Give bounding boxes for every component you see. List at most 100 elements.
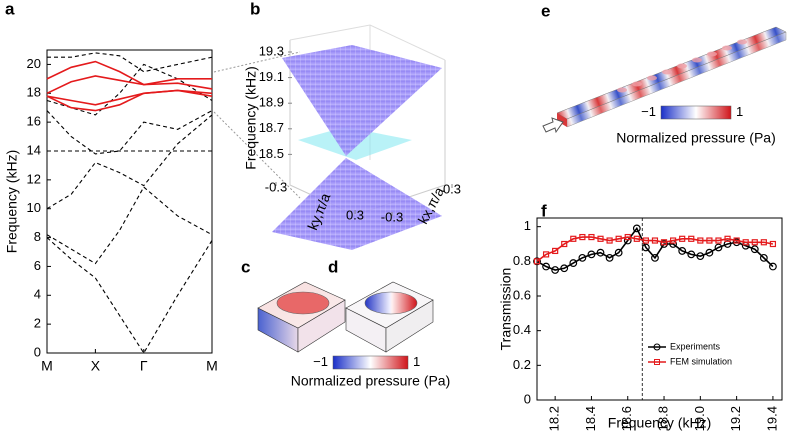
data-point [579, 233, 586, 241]
data-point [605, 253, 614, 262]
y-tick-label: 12 [27, 171, 41, 186]
y-axis-label: Transmission [498, 268, 514, 351]
unit-cell-c [257, 281, 346, 353]
y-tick-label: 6 [34, 258, 41, 273]
series-line [46, 114, 213, 210]
x-tick-label: 19.2 [728, 406, 743, 431]
z-tick-label: 18.7 [259, 120, 284, 135]
colorbar-label: Normalized pressure (Pa) [291, 373, 451, 389]
data-point [614, 248, 623, 257]
data-point [606, 237, 613, 244]
y-axis-label: Frequency (kHz) [4, 150, 20, 253]
x-tick-label: 0.3 [443, 181, 461, 196]
series-line [47, 52, 213, 73]
data-point [724, 235, 731, 242]
series-line [46, 60, 212, 86]
data-point [705, 248, 714, 257]
x-tick-label: 18.6 [619, 406, 634, 431]
z-axis-label: Frequency (kHz) [243, 66, 259, 169]
x-tick-label: Γ [140, 358, 148, 374]
x-tick-label: M [41, 358, 53, 374]
data-point [697, 237, 704, 244]
data-point [660, 240, 668, 248]
y-tick-label: -0.3 [265, 179, 287, 194]
series-line [46, 237, 213, 355]
panel-label: e [541, 1, 550, 20]
data-point [742, 239, 749, 246]
x-tick-label: M [206, 358, 218, 374]
colorbar [660, 105, 732, 120]
data-point [714, 243, 723, 252]
data-point [560, 264, 569, 273]
data-point [587, 250, 596, 259]
y-tick-label: 20 [27, 56, 41, 71]
data-point [542, 251, 550, 258]
y-tick-label: 0.6 [513, 287, 531, 302]
colorbar-label: Normalized pressure (Pa) [616, 130, 776, 146]
data-point [624, 233, 631, 241]
legend-label: Experiments [670, 341, 721, 351]
data-point [687, 250, 696, 259]
y-tick-label: 0.4 [513, 322, 531, 337]
z-tick-label: 18.9 [259, 95, 284, 110]
colorbar-tick-label: −1 [641, 104, 656, 119]
data-point [715, 237, 722, 244]
data-point [760, 239, 767, 246]
colorbar-tick-label: −1 [313, 354, 328, 369]
data-point [651, 253, 659, 262]
data-point [632, 224, 641, 233]
y-tick-label: 1 [524, 218, 531, 233]
data-point [733, 237, 740, 244]
panel-label: a [5, 0, 15, 18]
legend-marker [653, 343, 661, 351]
series-line [46, 110, 213, 155]
data-point [561, 240, 568, 248]
z-tick-label: 19.1 [259, 69, 284, 84]
series-line [46, 89, 213, 112]
legend-marker [654, 359, 660, 365]
series-line [536, 226, 774, 271]
y-tick-label: 18 [27, 85, 41, 100]
y-tick-label: 0 [524, 391, 531, 406]
data-point [633, 235, 640, 242]
x-tick-label: -0.3 [381, 209, 403, 224]
waveguide-e [542, 26, 787, 134]
data-point [597, 235, 604, 242]
x-tick-label: 18.2 [547, 406, 562, 431]
y-tick-label: 2 [34, 316, 41, 331]
data-point [552, 247, 559, 255]
y-tick-label: 14 [27, 142, 41, 157]
y-tick-label: 16 [27, 114, 41, 129]
data-point [769, 240, 777, 248]
plot-frame [46, 49, 213, 354]
x-tick-label: 18.8 [655, 406, 670, 431]
data-point [642, 237, 649, 244]
data-point [615, 235, 622, 242]
series-line [46, 186, 213, 265]
data-point [679, 235, 686, 242]
data-point [759, 253, 768, 262]
surface-drawing [272, 24, 446, 250]
data-point [660, 239, 668, 246]
panel-label: c [241, 257, 250, 276]
data-point [641, 243, 650, 252]
colorbar-tick-label: 1 [413, 354, 420, 369]
data-point [688, 235, 695, 242]
legend-label: FEM simulation [670, 356, 732, 366]
panel-label: f [541, 201, 547, 220]
plot-frame [536, 217, 783, 401]
data-point [533, 257, 541, 266]
colorbar [332, 355, 409, 370]
data-point [588, 233, 595, 241]
x-tick-label: X [91, 358, 101, 374]
colorbar-tick-label: 1 [736, 104, 743, 119]
data-point [551, 266, 560, 274]
data-point [670, 237, 677, 244]
z-tick-label: 19.3 [259, 43, 284, 58]
y-tick-label: 0.3 [346, 207, 364, 222]
data-point [723, 240, 732, 248]
data-point [542, 262, 550, 271]
y-tick-label: 0.2 [513, 357, 531, 372]
